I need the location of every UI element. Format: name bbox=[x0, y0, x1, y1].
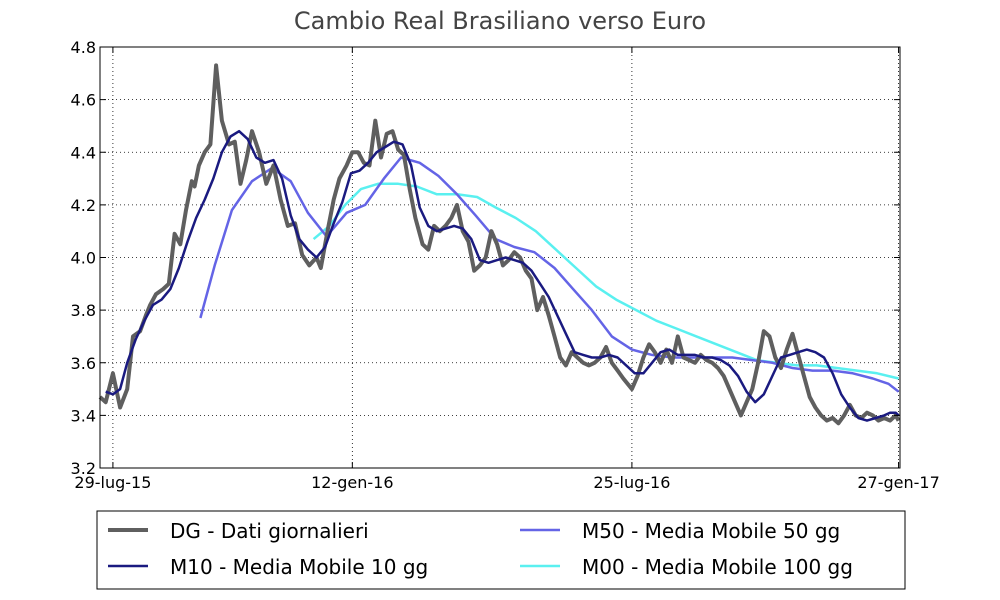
series-layer bbox=[98, 63, 901, 426]
x-tick-label: 25-lug-16 bbox=[593, 473, 670, 492]
y-tick-label: 4.2 bbox=[71, 196, 96, 215]
axis-ticks: 3.2 3.4 3.6 3.8 4.0 4.2 4.4 4.6 4.8 29-lug-15 12-g… bbox=[71, 38, 940, 492]
x-tick-label: 27-gen-17 bbox=[857, 473, 939, 492]
series-line-m00 bbox=[312, 182, 899, 380]
y-tick-label: 4.4 bbox=[71, 143, 96, 162]
chart-title: Cambio Real Brasiliano verso Euro bbox=[294, 7, 706, 35]
legend-label-m00: M00 - Media Mobile 100 gg bbox=[582, 555, 853, 579]
y-tick-label: 4.6 bbox=[71, 91, 96, 110]
legend: DG - Dati giornalieri M10 - Media Mobile… bbox=[96, 510, 906, 590]
y-tick-label: 4.8 bbox=[71, 38, 96, 57]
x-tick-label: 12-gen-16 bbox=[311, 473, 393, 492]
y-tick-label: 3.2 bbox=[71, 459, 96, 478]
legend-box bbox=[96, 510, 906, 590]
legend-item-m10: M10 - Media Mobile 10 gg bbox=[108, 555, 428, 579]
series-line-dg bbox=[98, 63, 901, 426]
series-line-m10 bbox=[105, 129, 900, 422]
series-line-m50 bbox=[199, 156, 900, 393]
legend-item-m00: M00 - Media Mobile 100 gg bbox=[520, 555, 853, 579]
legend-label-m50: M50 - Media Mobile 50 gg bbox=[582, 519, 840, 543]
legend-item-dg: DG - Dati giornalieri bbox=[108, 519, 369, 543]
y-tick-label: 3.6 bbox=[71, 354, 96, 373]
y-tick-label: 3.8 bbox=[71, 301, 96, 320]
y-tick-label: 3.4 bbox=[71, 406, 96, 425]
legend-label-dg: DG - Dati giornalieri bbox=[170, 519, 369, 543]
legend-item-m50: M50 - Media Mobile 50 gg bbox=[520, 519, 840, 543]
x-tick-label: 29-lug-15 bbox=[74, 473, 151, 492]
legend-label-m10: M10 - Media Mobile 10 gg bbox=[170, 555, 428, 579]
y-tick-label: 4.0 bbox=[71, 249, 96, 268]
